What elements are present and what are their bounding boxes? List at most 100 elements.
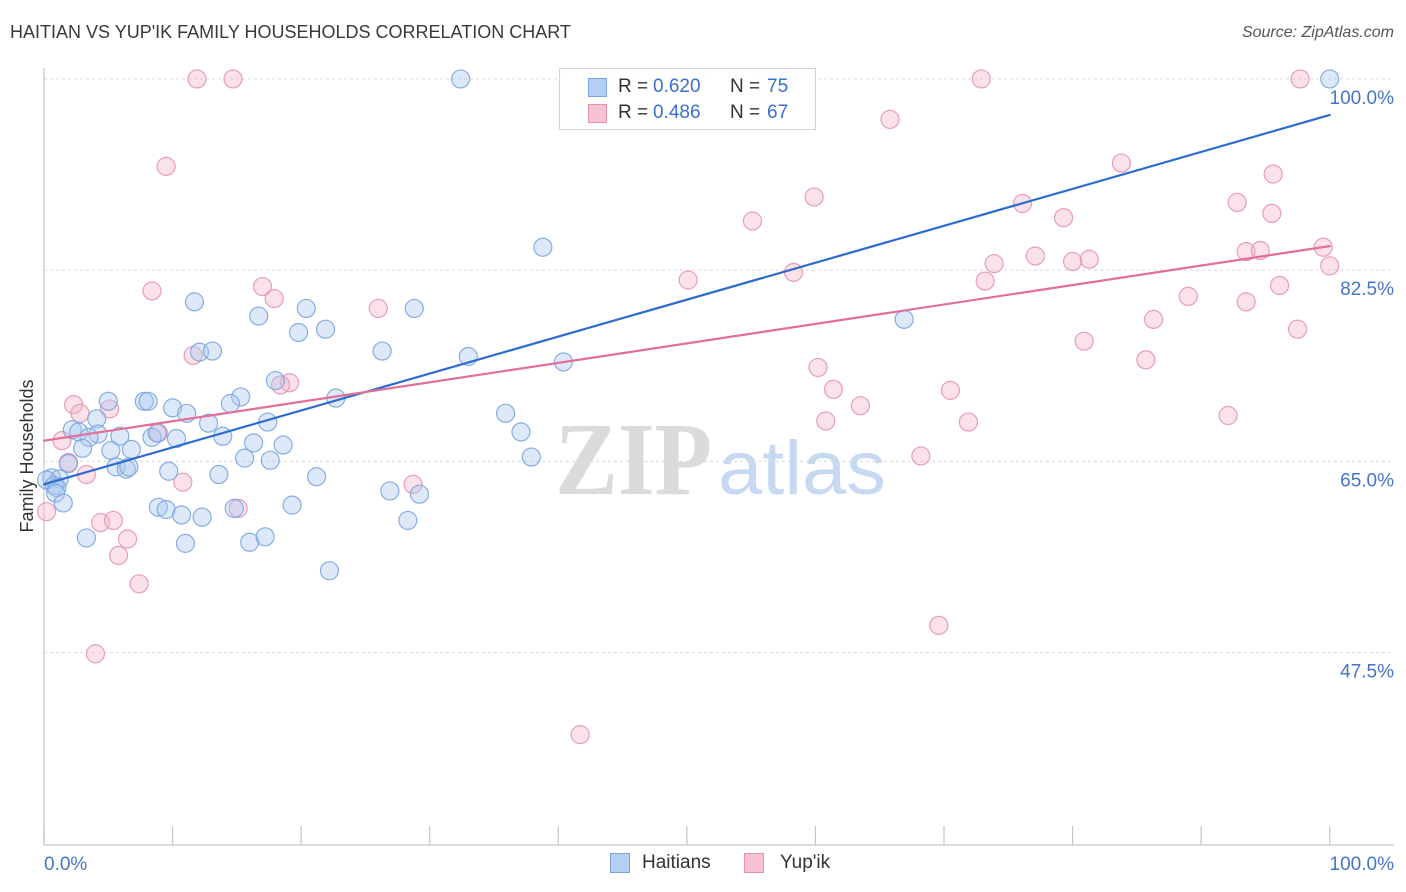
yup-ik-point [1236,241,1256,262]
trend-lines [42,113,1331,486]
haitians-point [198,413,219,433]
yup-ik-point [99,399,120,419]
haitians-point [110,426,130,446]
haitians-point [234,448,255,468]
haitians-point [220,393,241,414]
haitians-point [511,422,531,442]
haitians-point [249,306,269,326]
haitians-point [45,483,66,503]
yup-ik-point [1178,286,1198,307]
chart-source: Source: ZipAtlas.com [1241,24,1394,41]
haitians-point [306,467,327,487]
haitians-point [101,440,121,461]
haitians-point [404,298,424,319]
haitians-point [231,387,251,407]
yup-ik-point [742,211,763,231]
yup-ik-point [252,276,273,297]
haitians-point [380,481,400,501]
yup-ik-point [823,379,844,399]
yupik-swatch [744,853,764,873]
haitians-point [296,298,316,319]
yup-ik-points [36,69,1340,745]
haitians-point [184,292,205,312]
r-value: 0.620 [653,76,701,97]
haitians-point [209,464,229,485]
yup-ik-point [1111,153,1132,173]
haitians-point [1320,69,1340,89]
yup-ik-point [808,357,828,378]
yup-ik-point [70,403,90,423]
yup-ik-point [1262,203,1282,223]
haitians-point [260,450,280,470]
yup-ik-point [816,411,836,431]
r-label: R = [618,76,649,97]
yupik-legend-swatch [588,104,607,123]
yup-ik-point [911,446,931,466]
yup-ik-point [975,271,995,291]
haitians-point [398,510,418,531]
haitians-point [175,533,196,553]
y-tick-label: 82.5% [1340,279,1394,300]
data-points [36,69,1340,745]
n-value: 75 [767,76,789,97]
yup-ik-point [368,298,388,319]
haitians-point [372,341,392,361]
yup-ik-point [264,288,284,309]
zipatlas-watermark: ZIP atlas [555,402,886,517]
haitians-point [87,409,107,429]
haitians-point [894,309,914,329]
yup-ik-point [117,529,138,549]
yup-ik-point [223,69,243,89]
yup-ik-point [129,574,149,594]
haitians-point [495,403,516,423]
haitians-point [533,237,553,257]
yup-ik-point [929,615,949,635]
haitians-point [162,398,183,418]
haitians-point [243,433,264,453]
haitians-point [319,561,340,581]
yup-ik-point [984,254,1004,274]
yup-ik-point [958,412,979,432]
yup-ik-point [1290,69,1310,89]
yup-ik-point [678,270,698,290]
yup-ik-point [173,472,193,492]
haitians-point [171,505,192,525]
haitians-point [166,428,187,449]
yup-ik-point [1062,251,1083,272]
series-legend-label: Haitians [642,852,711,873]
haitians-point [159,461,179,481]
x-tick-label: 0.0% [44,854,87,875]
haitians-point [147,423,167,443]
yup-ik-point [1320,256,1340,276]
yup-ik-point [1053,208,1074,228]
n-label: N = [730,76,761,97]
y-tick-label: 65.0% [1340,470,1394,491]
yup-ik-point [1025,246,1045,266]
x-tick-label: 100.0% [1330,854,1395,875]
haitians-point [255,527,275,547]
gridlines [44,78,1394,654]
yup-ik-point [1074,331,1094,351]
haitians-point [76,528,97,548]
yup-ik-point [187,69,207,89]
series-legend-label: Yup'ik [780,852,831,873]
yup-ik-point [1079,249,1099,269]
yup-ik-point [1263,164,1283,184]
stats-legend: R = 0.620 N = 75 R = 0.486 N = 67 [559,68,816,130]
haitians-point [288,322,309,343]
haitians-point [58,454,79,474]
haitians-point [121,439,142,459]
haitians-point [72,438,93,458]
haitians-point [450,69,471,89]
n-label: N = [730,102,761,123]
axes [43,68,1394,846]
haitians-point [213,426,233,446]
yup-ik-point [108,545,129,566]
haitians-point [202,341,223,361]
haitians-point [521,447,541,467]
yup-ik-point [1218,405,1238,426]
yup-ik-point [880,109,900,129]
stats-legend-row-yupik: R = 0.486 N = 67 [560,101,815,125]
yup-ik-point [1136,350,1156,370]
